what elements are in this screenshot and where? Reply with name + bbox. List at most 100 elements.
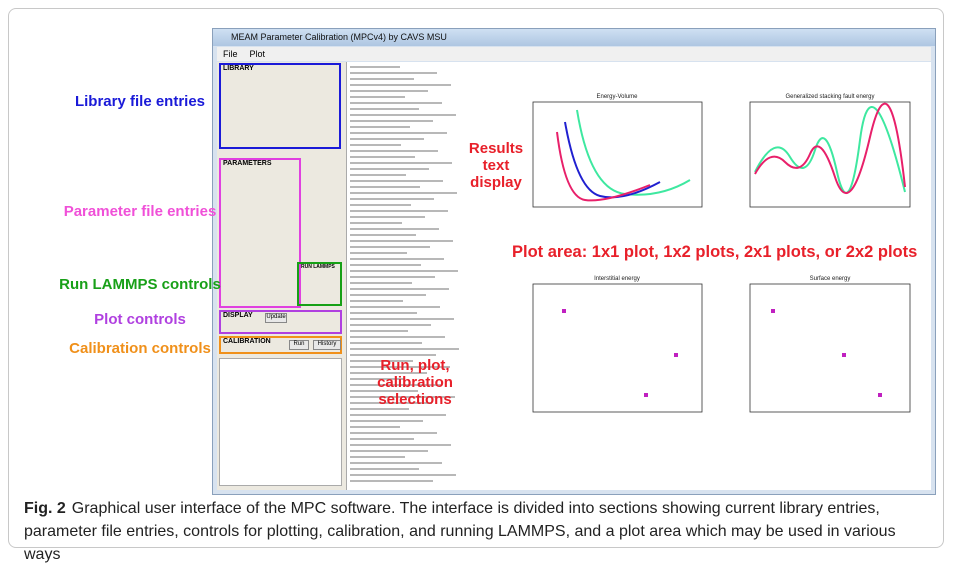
text-line <box>350 168 429 170</box>
text-line <box>350 84 451 86</box>
caption-text: Graphical user interface of the MPC soft… <box>24 500 896 563</box>
curve <box>577 110 690 195</box>
point <box>842 353 846 357</box>
text-line <box>350 306 440 308</box>
window-title: MEAM Parameter Calibration (MPCv4) by CA… <box>213 29 935 46</box>
annotation: Run LAMMPS controls <box>30 276 250 293</box>
text-line <box>350 150 438 152</box>
text-line <box>350 210 448 212</box>
text-line <box>350 264 421 266</box>
text-line <box>350 336 445 338</box>
text-line <box>350 258 444 260</box>
text-line <box>350 90 428 92</box>
text-line <box>350 282 412 284</box>
text-line <box>350 216 425 218</box>
text-line <box>350 66 400 68</box>
text-line <box>350 156 415 158</box>
text-line <box>350 348 459 350</box>
annotation: Run, plot, calibration selections <box>365 357 465 408</box>
text-line <box>350 180 443 182</box>
text-line <box>350 456 405 458</box>
history-button[interactable]: History <box>313 340 341 350</box>
plot-area: Energy-Volume Generalized stacking fault… <box>465 62 931 490</box>
text-line <box>350 126 410 128</box>
text-line <box>350 144 401 146</box>
text-line <box>350 222 402 224</box>
text-line <box>350 474 456 476</box>
text-line <box>350 354 436 356</box>
selection-list <box>219 358 342 486</box>
text-line <box>350 414 446 416</box>
update-button[interactable]: Update <box>265 313 287 323</box>
annotation: Plot controls <box>30 311 250 328</box>
panel-title: PARAMETERS <box>221 160 299 167</box>
text-line <box>350 450 428 452</box>
annotation: Results text display <box>466 140 526 191</box>
text-line <box>350 186 420 188</box>
text-line <box>350 204 411 206</box>
text-line <box>350 270 458 272</box>
text-line <box>350 294 426 296</box>
text-line <box>350 234 416 236</box>
text-line <box>350 132 447 134</box>
caption-label: Fig. 2 <box>24 500 66 517</box>
text-line <box>350 252 407 254</box>
text-line <box>350 312 417 314</box>
annotation: Plot area: 1x1 plot, 1x2 plots, 2x1 plot… <box>512 243 932 262</box>
text-line <box>350 162 452 164</box>
point <box>878 393 882 397</box>
panel-title: RUN LAMMPS <box>299 264 340 270</box>
text-line <box>350 330 408 332</box>
text-line <box>350 72 437 74</box>
curve <box>755 107 905 193</box>
plot-axes <box>750 284 910 412</box>
text-line <box>350 174 406 176</box>
text-line <box>350 102 442 104</box>
menu-item[interactable]: File <box>223 49 238 59</box>
text-line <box>350 138 424 140</box>
point <box>674 353 678 357</box>
text-line <box>350 462 442 464</box>
text-line <box>350 342 422 344</box>
text-line <box>350 318 454 320</box>
text-line <box>350 300 403 302</box>
run-button[interactable]: Run <box>289 340 309 350</box>
text-line <box>350 468 419 470</box>
point <box>771 309 775 313</box>
text-line <box>350 420 423 422</box>
plot-title: Surface energy <box>810 276 851 282</box>
point <box>562 309 566 313</box>
menu-item[interactable]: Plot <box>250 49 266 59</box>
run-box: RUN LAMMPS <box>297 262 342 306</box>
menu-bar: File Plot <box>217 47 931 61</box>
text-line <box>350 228 439 230</box>
annotation: Parameter file entries <box>30 203 250 220</box>
text-line <box>350 240 453 242</box>
page: MEAM Parameter Calibration (MPCv4) by CA… <box>0 0 953 557</box>
text-line <box>350 288 449 290</box>
text-line <box>350 276 435 278</box>
text-line <box>350 114 456 116</box>
results-text <box>346 62 466 490</box>
point <box>644 393 648 397</box>
curve <box>557 132 650 200</box>
text-line <box>350 438 414 440</box>
plot-title: Generalized stacking fault energy <box>785 94 874 100</box>
panel-title: LIBRARY <box>221 65 339 72</box>
text-line <box>350 192 457 194</box>
text-line <box>350 408 409 410</box>
text-line <box>350 120 433 122</box>
text-line <box>350 432 437 434</box>
text-line <box>350 480 433 482</box>
plots: Energy-Volume Generalized stacking fault… <box>465 62 931 490</box>
text-line <box>350 324 431 326</box>
text-line <box>350 246 430 248</box>
annotation: Library file entries <box>40 93 240 110</box>
plot-axes <box>533 284 702 412</box>
plot-title: Interstitial energy <box>594 276 640 282</box>
plot-title: Energy-Volume <box>596 94 638 100</box>
text-line <box>350 444 451 446</box>
plot-axes <box>750 102 910 207</box>
annotation: Calibration controls <box>30 340 250 357</box>
